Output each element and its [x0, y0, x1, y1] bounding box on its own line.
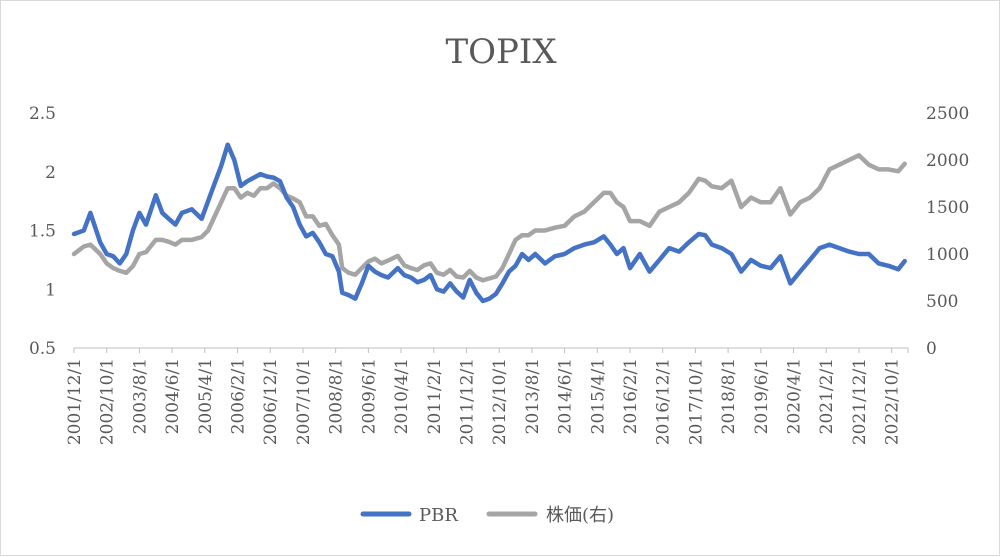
chart-title: TOPIX: [445, 32, 557, 72]
x-tick-label: 2009/6/1: [359, 358, 379, 434]
series-layer: [71, 142, 907, 304]
x-tick-label: 2002/10/1: [98, 358, 118, 445]
x-tick-label: 2010/4/1: [392, 358, 412, 434]
x-tick-label: 2011/2/1: [425, 358, 445, 434]
x-tick-label: 2021/12/1: [850, 358, 870, 445]
x-tick-label: 2005/4/1: [196, 358, 216, 434]
y-right-tick-label: 0: [926, 339, 937, 359]
x-tick-label: 2014/6/1: [556, 358, 576, 434]
y-right-tick-label: 1000: [926, 245, 969, 265]
x-tick-label: 2011/12/1: [457, 358, 477, 445]
y-left-tick-label: 2.5: [29, 104, 56, 124]
y-left-tick-label: 1.5: [29, 222, 56, 242]
y-right-tick-label: 2500: [926, 104, 969, 124]
x-tick-label: 2017/10/1: [686, 358, 706, 445]
legend-item-price-label: 株価(右): [546, 505, 614, 526]
legend-item-pbr-label: PBR: [419, 505, 458, 526]
x-tick-label: 2016/2/1: [621, 358, 641, 434]
x-tick-label: 2018/8/1: [719, 358, 739, 434]
x-tick-label: 2007/10/1: [294, 358, 314, 445]
x-tick-label: 2016/12/1: [654, 358, 674, 445]
x-tick-label: 2019/6/1: [752, 358, 772, 434]
x-tick-label: 2006/2/1: [229, 358, 249, 434]
y-right-tick-label: 1500: [926, 198, 969, 218]
x-tick-label: 2004/6/1: [163, 358, 183, 434]
y-left-tick-label: 2: [45, 163, 56, 183]
series-line-pbr: [71, 142, 907, 304]
x-tick-label: 2008/8/1: [327, 358, 347, 434]
x-tick-label: 2012/10/1: [490, 358, 510, 445]
x-tick-label: 2001/12/1: [65, 358, 85, 445]
x-tick-label: 2022/10/1: [883, 358, 903, 445]
y-left-tick-label: 1: [45, 280, 56, 300]
y-right-tick-label: 500: [926, 292, 958, 312]
y-left-tick-label: 0.5: [29, 339, 56, 359]
axes: 0.5 1 1.5 2 2.5 0 500 1000 1500 2000 2500 2001/12/1…: [29, 104, 969, 445]
x-tick-label: 2015/4/1: [588, 358, 608, 434]
x-tick-label: 2020/4/1: [785, 358, 805, 434]
x-tick-label: 2003/8/1: [130, 358, 150, 434]
legend: PBR 株価(右): [360, 505, 614, 526]
y-right-tick-label: 2000: [926, 151, 969, 171]
x-tick-label: 2021/2/1: [817, 358, 837, 434]
series-line-price: [71, 153, 907, 283]
x-tick-label: 2006/12/1: [261, 358, 281, 445]
x-tick-label: 2013/8/1: [523, 358, 543, 434]
